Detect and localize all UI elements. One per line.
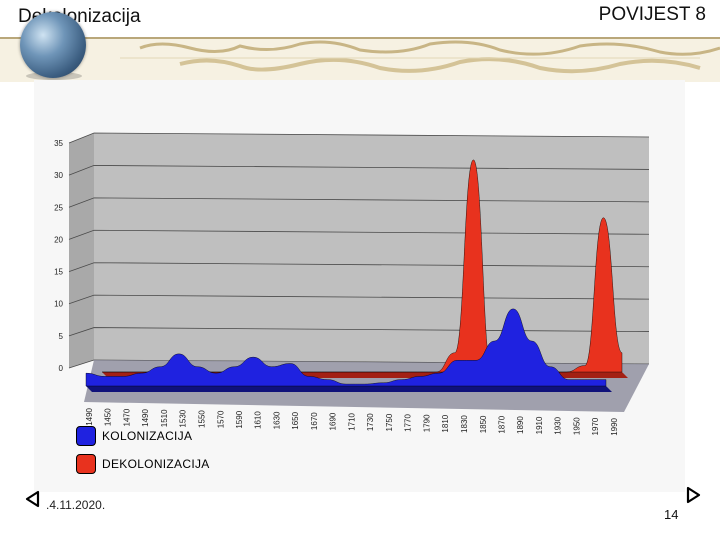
x-tick-label: 1730: [366, 413, 375, 431]
globe-icon: [20, 12, 86, 78]
y-tick-label: 25: [54, 203, 63, 212]
x-tick-label: 1890: [516, 416, 525, 434]
x-tick-label: 1830: [460, 415, 469, 433]
x-tick-label: 1930: [554, 416, 563, 434]
x-tick-label: 1990: [610, 417, 619, 435]
x-tick-label: 1570: [216, 410, 225, 428]
x-tick-label: 1870: [498, 415, 507, 433]
x-tick-label: 1810: [441, 414, 450, 432]
y-tick-label: 5: [59, 332, 64, 341]
y-tick-label: 0: [59, 364, 64, 373]
y-tick-label: 15: [54, 268, 63, 277]
x-tick-label: 1970: [591, 417, 600, 435]
x-tick-label: 1490: [85, 407, 94, 425]
x-tick-label: 1850: [479, 415, 488, 433]
x-tick-label: 1910: [535, 416, 544, 434]
x-tick-label: 1690: [329, 412, 338, 430]
course-label: POVIJEST 8: [598, 4, 706, 25]
x-tick-label: 1650: [291, 411, 300, 429]
prev-slide-icon[interactable]: [24, 490, 42, 508]
x-tick-label: 1530: [179, 409, 188, 427]
x-tick-label: 1610: [254, 411, 263, 429]
x-tick-label: 1950: [573, 417, 582, 435]
x-tick-label: 1550: [198, 410, 207, 428]
legend-swatch-dekolonizacija: [76, 454, 96, 474]
x-tick-label: 1750: [385, 413, 394, 431]
x-tick-label: 1770: [404, 414, 413, 432]
y-tick-label: 30: [54, 171, 63, 180]
x-tick-label: 1790: [423, 414, 432, 432]
x-tick-label: 1510: [160, 409, 169, 427]
legend-item-kolonizacija: KOLONIZACIJA: [76, 426, 192, 446]
x-tick-label: 1630: [273, 411, 282, 429]
gridline: [68, 132, 650, 144]
legend-label-dekolonizacija: DEKOLONIZACIJA: [102, 457, 210, 471]
series-kolonizacija: [85, 308, 607, 387]
x-tick-label: 1590: [235, 410, 244, 428]
gridline: [68, 197, 650, 208]
x-tick-label: 1670: [310, 412, 319, 430]
world-map-banner: [0, 37, 720, 82]
legend-label-kolonizacija: KOLONIZACIJA: [102, 429, 193, 443]
legend-item-dekolonizacija: DEKOLONIZACIJA: [76, 454, 210, 474]
y-tick-label: 10: [54, 300, 63, 309]
date-label: .4.11.2020.: [46, 498, 106, 512]
chart-side-wall: [69, 133, 94, 368]
series-kolonizacija-base: [86, 386, 612, 392]
chart-back-wall: [94, 133, 649, 364]
gridline: [68, 229, 650, 240]
area-chart: 0 5 10 15 20 25 30 35 1490 1450 1470 1490 1510 1530 15…: [54, 132, 650, 436]
legend-swatch-kolonizacija: [76, 426, 96, 446]
x-tick-label: 1450: [104, 408, 113, 426]
next-slide-icon[interactable]: [684, 486, 702, 504]
x-tick-label: 1490: [141, 409, 150, 427]
y-tick-label: 20: [54, 235, 63, 244]
gridline: [68, 165, 650, 176]
x-tick-label: 1470: [123, 408, 132, 426]
x-tick-label: 1710: [348, 412, 357, 430]
page-number: 14: [664, 507, 679, 522]
y-tick-label: 35: [54, 139, 63, 148]
